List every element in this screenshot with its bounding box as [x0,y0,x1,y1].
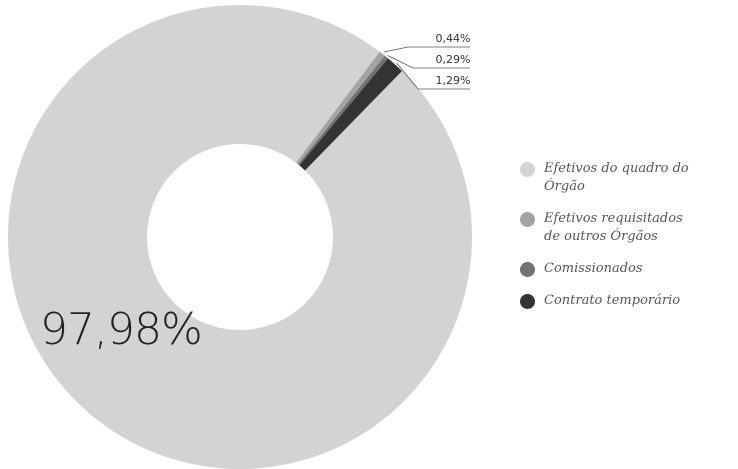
legend-item: Efetivos do quadro do Órgão [520,160,730,196]
legend-swatch [520,212,535,227]
legend-label: Efetivos do quadro do Órgão [544,161,689,194]
legend-swatch [520,162,535,177]
slice [299,58,403,171]
slice [296,51,385,165]
legend-label: Comissionados [544,261,643,276]
legend-item: Efetivos requisitados de outros Órgãos [520,210,730,246]
legend-item: Comissionados [520,260,730,278]
legend-item: Contrato temporário [520,292,730,310]
value-label: 1,29% [436,74,471,87]
legend-swatch [520,294,535,309]
value-label: 97,98% [40,304,202,355]
legend: Efetivos do quadro do Órgão Efetivos requ… [520,160,730,324]
value-label: 0,29% [436,53,471,66]
legend-label: Contrato temporário [544,293,681,308]
slice [7,4,472,469]
value-label: 0,44% [436,32,471,45]
legend-label: Efetivos requisitados de outros Órgãos [544,211,683,244]
leader-line [383,46,470,53]
leader-line [396,62,470,90]
leader-line [387,55,470,69]
legend-swatch [520,262,535,277]
slice [298,55,389,166]
